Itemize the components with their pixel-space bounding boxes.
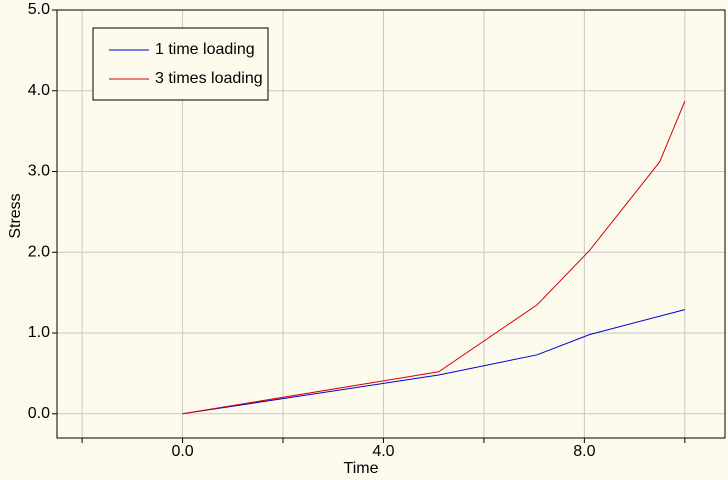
legend-box — [92, 27, 269, 101]
legend-label: 3 times loading — [155, 70, 263, 87]
y-tick-label: 0.0 — [28, 405, 50, 422]
y-tick-label: 2.0 — [28, 243, 50, 260]
x-tick-label: 0.0 — [171, 443, 193, 460]
y-tick-label: 1.0 — [28, 324, 50, 341]
y-tick-label: 4.0 — [28, 82, 50, 99]
x-axis-label: Time — [344, 460, 379, 477]
x-tick-label: 8.0 — [573, 443, 595, 460]
x-tick-label: 4.0 — [372, 443, 394, 460]
series-line — [182, 309, 685, 415]
plot-frame — [56, 9, 726, 439]
y-tick-label: 5.0 — [28, 1, 50, 18]
y-tick-label: 3.0 — [28, 163, 50, 180]
legend-label: 1 time loading — [155, 41, 255, 58]
series-line — [182, 101, 686, 415]
y-axis-label: Stress — [7, 193, 24, 238]
